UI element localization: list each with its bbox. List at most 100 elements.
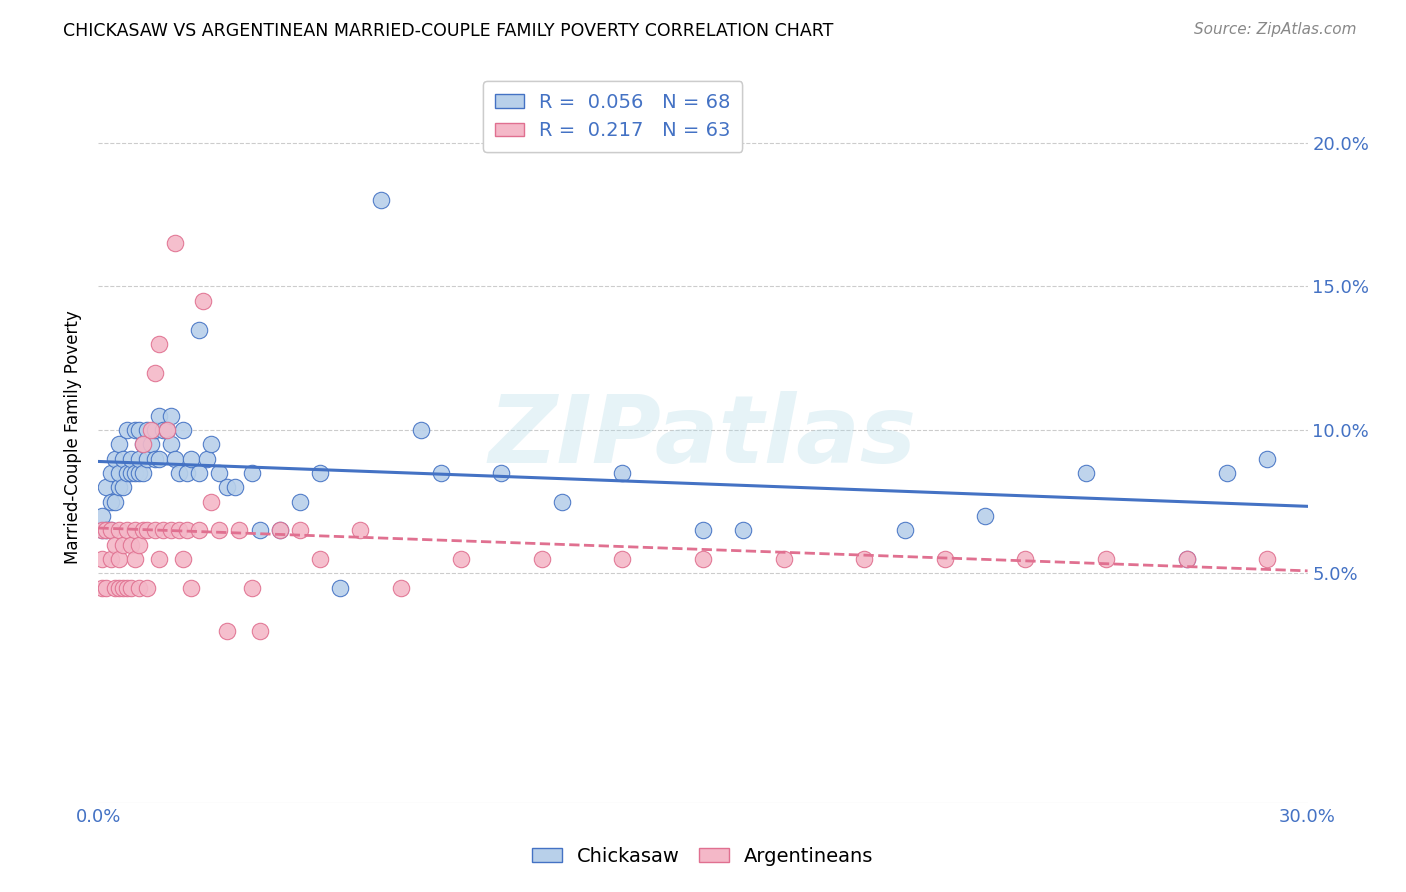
Point — [132, 437, 155, 451]
Point — [772, 552, 794, 566]
Point — [163, 451, 186, 466]
Point — [1256, 552, 1278, 566]
Point — [124, 466, 146, 480]
Point — [269, 524, 291, 538]
Point — [111, 581, 134, 595]
Point — [1216, 466, 1239, 480]
Point — [163, 236, 186, 251]
Point — [120, 451, 142, 466]
Point — [139, 437, 162, 451]
Point — [143, 524, 166, 538]
Point — [309, 466, 332, 480]
Point — [115, 524, 138, 538]
Point — [853, 552, 876, 566]
Point — [124, 524, 146, 538]
Point — [200, 437, 222, 451]
Point — [208, 466, 231, 480]
Point — [530, 552, 553, 566]
Point — [612, 466, 634, 480]
Y-axis label: Married-Couple Family Poverty: Married-Couple Family Poverty — [65, 310, 83, 564]
Point — [288, 494, 311, 508]
Point — [135, 423, 157, 437]
Point — [491, 466, 513, 480]
Point — [200, 494, 222, 508]
Point — [692, 552, 714, 566]
Point — [103, 494, 125, 508]
Point — [91, 581, 114, 595]
Point — [135, 581, 157, 595]
Point — [224, 480, 246, 494]
Point — [148, 552, 170, 566]
Point — [120, 581, 142, 595]
Point — [152, 423, 174, 437]
Point — [91, 524, 114, 538]
Point — [120, 538, 142, 552]
Point — [188, 524, 211, 538]
Point — [124, 552, 146, 566]
Point — [111, 451, 134, 466]
Point — [156, 423, 179, 437]
Point — [91, 552, 114, 566]
Point — [188, 466, 211, 480]
Point — [100, 494, 122, 508]
Point — [128, 451, 150, 466]
Point — [91, 508, 114, 523]
Point — [115, 581, 138, 595]
Text: Source: ZipAtlas.com: Source: ZipAtlas.com — [1194, 22, 1357, 37]
Point — [249, 624, 271, 638]
Point — [160, 524, 183, 538]
Point — [1095, 552, 1118, 566]
Point — [100, 466, 122, 480]
Point — [172, 552, 194, 566]
Point — [370, 194, 392, 208]
Point — [217, 624, 239, 638]
Point — [160, 409, 183, 423]
Point — [309, 552, 332, 566]
Point — [128, 538, 150, 552]
Point — [409, 423, 432, 437]
Point — [733, 524, 755, 538]
Point — [551, 494, 574, 508]
Point — [143, 366, 166, 380]
Point — [96, 524, 118, 538]
Point — [107, 437, 129, 451]
Point — [128, 581, 150, 595]
Point — [135, 451, 157, 466]
Point — [160, 437, 183, 451]
Point — [240, 466, 263, 480]
Point — [103, 538, 125, 552]
Point — [107, 466, 129, 480]
Point — [893, 524, 915, 538]
Point — [107, 581, 129, 595]
Point — [974, 508, 997, 523]
Point — [180, 451, 202, 466]
Point — [115, 466, 138, 480]
Point — [132, 466, 155, 480]
Point — [612, 552, 634, 566]
Point — [172, 423, 194, 437]
Point — [288, 524, 311, 538]
Point — [228, 524, 250, 538]
Point — [96, 524, 118, 538]
Point — [143, 451, 166, 466]
Legend: R =  0.056   N = 68, R =  0.217   N = 63: R = 0.056 N = 68, R = 0.217 N = 63 — [484, 81, 742, 153]
Point — [103, 581, 125, 595]
Point — [148, 409, 170, 423]
Point — [188, 322, 211, 336]
Point — [1014, 552, 1036, 566]
Point — [167, 524, 190, 538]
Point — [389, 581, 412, 595]
Point — [269, 524, 291, 538]
Point — [152, 524, 174, 538]
Point — [934, 552, 956, 566]
Text: CHICKASAW VS ARGENTINEAN MARRIED-COUPLE FAMILY POVERTY CORRELATION CHART: CHICKASAW VS ARGENTINEAN MARRIED-COUPLE … — [63, 22, 834, 40]
Point — [103, 451, 125, 466]
Point — [1256, 451, 1278, 466]
Point — [111, 480, 134, 494]
Point — [107, 524, 129, 538]
Point — [120, 466, 142, 480]
Point — [208, 524, 231, 538]
Point — [100, 524, 122, 538]
Point — [193, 293, 215, 308]
Text: ZIPatlas: ZIPatlas — [489, 391, 917, 483]
